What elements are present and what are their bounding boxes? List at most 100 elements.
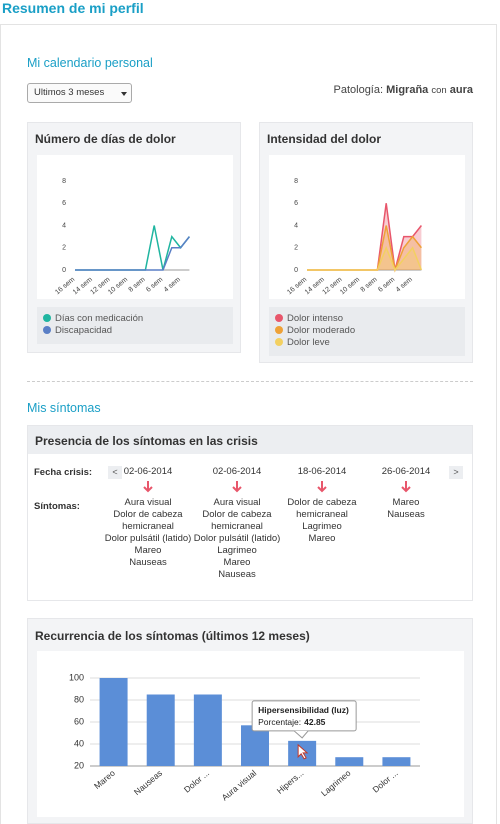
x-tick-label: Hipers... [275,768,306,796]
y-tick-label: 6 [294,200,298,207]
y-tick-label: 100 [69,672,84,682]
crisis-date: 26-06-2014 [381,466,431,477]
symptom: Dolor pulsátil (latido) [104,533,192,544]
y-tick-label: 0 [294,267,298,274]
bar [193,694,222,766]
crisis-column: 18-06-2014 Dolor de cabeza hemicraneal Lag… [274,466,370,545]
profile-panel [0,24,497,824]
line [307,245,423,272]
crisis-column: 02-06-2014 Aura visual Dolor de cabeza hem… [100,466,196,569]
chart-title: Intensidad del dolor [267,132,382,146]
select-arrow [121,92,127,96]
x-tick-label: Lagrimeo [319,768,353,799]
symptom: Dolor de cabeza hemicraneal [287,497,357,520]
cursor [297,743,309,760]
x-tick-label: Aura visual [220,768,259,803]
symptom: Mareo [223,557,251,568]
legend-swatch [275,326,283,334]
period-select[interactable]: Ultimos 3 meses [27,83,132,103]
tooltip-number: 42.85 [304,717,326,727]
section-title: Mis síntomas [27,401,101,415]
legend-swatch [275,338,283,346]
down-arrow [143,481,153,493]
y-tick-label: 40 [74,738,84,748]
card-header [28,426,472,454]
period-value: Ultimos 3 meses [34,87,105,98]
crisis-date: 18-06-2014 [297,466,347,477]
x-tick-label: 6 sem [377,276,396,294]
y-tick-label: 8 [62,178,66,185]
x-tick-label: Nauseas [132,768,164,797]
x-tick-label: 4 sem [163,276,182,294]
y-tick-label: 2 [62,245,66,252]
x-tick-label: Mareo [92,768,117,791]
y-tick-label: 8 [294,178,298,185]
tooltip-label: Porcentaje: [258,717,301,727]
pathology-connector: con [431,85,447,96]
legend-item: Dolor intenso [275,312,459,324]
tooltip-title: Hipersensibilidad (luz) [258,705,349,715]
legend-swatch [43,326,51,334]
y-tick-label: 0 [62,267,66,274]
y-tick-label: 4 [62,222,66,229]
crises: 02-06-2014 Aura visual Dolor de cabeza hem… [28,426,472,600]
tooltip-value: Porcentaje: 42.85 [258,717,326,727]
symptom: Nauseas [218,569,256,580]
y-tick-label: 80 [74,694,84,704]
y-tick-label: 6 [62,200,66,207]
symptom: Aura visual [124,497,172,508]
legend: Dolor intenso Dolor moderado Dolor leve [269,307,465,356]
chart-title: Recurrencia de los síntomas (últimos 12 … [35,629,310,643]
date-label: Fecha crisis: [34,467,93,478]
symptoms-label: Síntomas: [34,501,80,512]
symptom: Dolor pulsátil (latido) [193,533,281,544]
symptom: Lagrimeo [302,521,342,532]
x-tick-label: 10 sem [339,276,361,296]
legend-label: Dolor leve [287,336,330,348]
prev-button[interactable]: < [108,466,122,479]
presence-card: Presencia de los síntomas en las crisis … [27,425,473,601]
chart-card: Intensidad del dolor Dolor intenso Dolor … [259,122,473,363]
arrow-shape [143,481,153,493]
chart-card: Número de días de dolor Días con medicac… [27,122,241,353]
y-tick-label: 2 [294,245,298,252]
x-tick-label: Dolor ... [370,768,399,795]
pathology-name: Migraña [386,84,429,96]
symptom: Nauseas [387,509,425,520]
plot-area [269,155,465,299]
next-button[interactable]: > [449,466,463,479]
plot-area [37,155,233,299]
arrow-shape [232,481,242,493]
symptom: Nauseas [129,557,167,568]
x-tick-label: 4 sem [395,276,414,294]
crisis-date: 02-06-2014 [123,466,173,477]
legend-swatch [43,314,51,322]
page-title: Resumen de mi perfil [2,0,144,16]
y-tick-label: 4 [294,222,298,229]
x-tick-label: 8 sem [360,276,379,294]
crisis-date: 02-06-2014 [212,466,262,477]
legend-item: Días con medicación [43,312,227,324]
legend-item: Discapacidad [43,324,227,336]
legend-label: Dolor moderado [287,324,356,336]
symptom: Dolor de cabeza hemicraneal [202,509,272,532]
arrow-shape [317,481,327,493]
y-tick-label: 60 [74,716,84,726]
legend-item: Dolor leve [275,336,459,348]
x-tick-label: 10 sem [107,276,129,296]
bar [382,757,411,766]
pathology: Patología: Migraña con aura [334,84,474,96]
down-arrow [232,481,242,493]
symptom: Lagrimeo [217,545,257,556]
symptom: Aura visual [213,497,261,508]
pathology-type: aura [449,84,473,96]
bar [146,694,175,766]
x-tick-label: Dolor ... [182,768,211,795]
bar [335,757,364,766]
line [75,236,190,271]
section-title: Mi calendario personal [27,56,153,70]
arrow-shape [401,481,411,493]
crisis-column: 26-06-2014 Mareo Nauseas [358,466,454,521]
